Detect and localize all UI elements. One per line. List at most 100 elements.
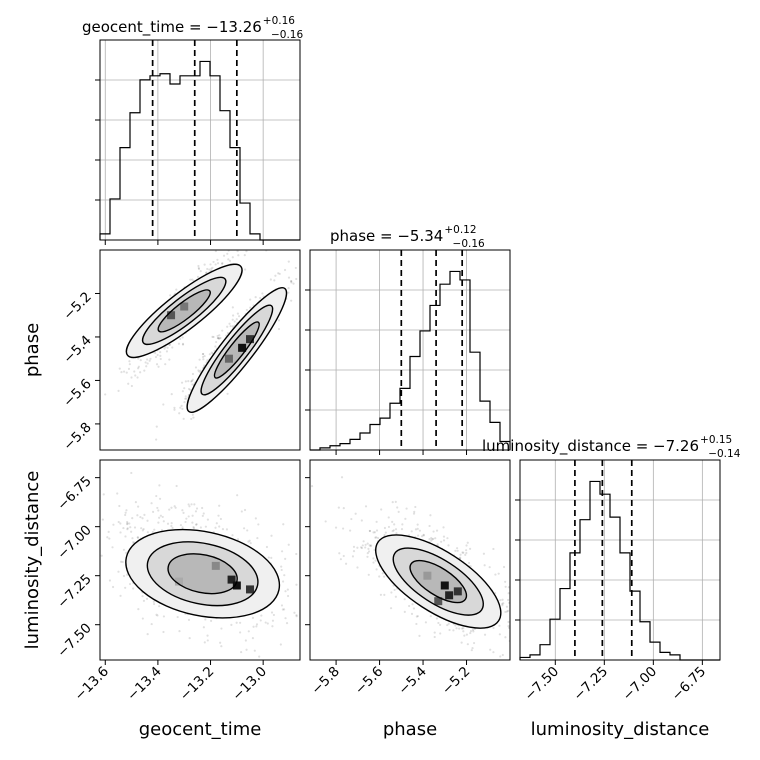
- sample-point: [429, 514, 432, 517]
- sample-point: [529, 595, 531, 597]
- sample-point: [181, 526, 184, 529]
- sample-point: [431, 538, 434, 541]
- sample-point: [156, 506, 159, 510]
- sample-point: [267, 556, 270, 559]
- sample-point: [351, 555, 355, 558]
- contour-line: [375, 534, 502, 629]
- density-cell: [434, 597, 443, 606]
- x-tick-label: −13.2: [177, 664, 218, 705]
- sample-point: [199, 526, 202, 529]
- sample-point: [270, 611, 274, 614]
- sample-point: [264, 240, 266, 242]
- density-fill: [158, 289, 211, 332]
- sample-point: [180, 381, 184, 384]
- sample-point: [220, 645, 223, 648]
- sample-point: [273, 279, 276, 282]
- sample-point: [258, 655, 261, 658]
- sample-point: [203, 641, 206, 644]
- sample-point: [290, 279, 293, 283]
- sample-point: [134, 374, 137, 377]
- sample-point: [226, 392, 229, 395]
- sample-point: [178, 412, 181, 415]
- sample-point: [217, 514, 220, 517]
- sample-point: [278, 272, 281, 275]
- sample-point: [395, 532, 398, 535]
- sample-point: [414, 505, 417, 509]
- sample-point: [191, 521, 194, 524]
- sample-point: [507, 668, 509, 670]
- sample-point: [361, 544, 364, 547]
- sample-point: [436, 543, 439, 546]
- sample-point: [411, 603, 414, 606]
- sample-point: [295, 552, 298, 556]
- sample-point: [253, 649, 256, 652]
- sample-point: [205, 271, 208, 274]
- sample-point: [471, 628, 475, 631]
- sample-point: [136, 536, 139, 539]
- sample-point: [155, 613, 158, 616]
- sample-point: [372, 557, 375, 560]
- sample-point: [387, 516, 390, 519]
- sample-point: [257, 523, 260, 526]
- sample-point: [187, 387, 191, 391]
- sample-point: [442, 526, 445, 529]
- sample-point: [277, 319, 281, 322]
- sample-point: [181, 407, 184, 410]
- sample-point: [507, 625, 510, 628]
- sample-point: [192, 525, 195, 529]
- sample-point: [203, 354, 206, 358]
- sample-point: [442, 539, 446, 542]
- sample-point: [280, 550, 284, 553]
- sample-point: [352, 549, 356, 553]
- sample-point: [181, 390, 184, 393]
- sample-point: [229, 325, 232, 328]
- sample-point: [122, 526, 125, 530]
- sample-point: [122, 574, 126, 578]
- sample-point: [179, 337, 182, 341]
- sample-point: [469, 631, 472, 635]
- sample-point: [229, 245, 231, 247]
- sample-point: [206, 267, 209, 271]
- sample-point: [366, 555, 369, 558]
- sample-point: [247, 540, 250, 543]
- sample-point: [375, 568, 378, 571]
- sample-point: [206, 359, 209, 362]
- contour-line: [213, 321, 260, 379]
- x-tick-label: −5.8: [308, 664, 342, 698]
- sample-point: [236, 250, 239, 253]
- sample-point: [498, 633, 501, 636]
- sample-point: [242, 527, 246, 530]
- sample-point: [125, 371, 128, 374]
- sample-point: [440, 540, 443, 543]
- sample-point: [139, 515, 142, 519]
- sample-point: [514, 570, 516, 572]
- sample-point: [101, 518, 104, 521]
- sample-point: [199, 369, 202, 372]
- sample-point: [338, 552, 341, 555]
- sample-point: [280, 568, 283, 572]
- histogram-luminosity-distance: [515, 460, 720, 661]
- sample-point: [251, 637, 255, 640]
- sample-point: [230, 623, 233, 626]
- sample-point: [279, 643, 282, 646]
- sample-point: [124, 513, 127, 517]
- sample-point: [430, 536, 433, 540]
- sample-point: [494, 573, 497, 576]
- x-tick-label: −13.4: [124, 664, 165, 705]
- sample-point: [465, 551, 468, 555]
- contour-line: [146, 541, 259, 607]
- sample-point: [344, 562, 348, 565]
- sample-point: [439, 623, 442, 626]
- sample-point: [260, 614, 263, 617]
- sample-point: [254, 296, 257, 299]
- sample-point: [104, 393, 107, 396]
- sample-point: [465, 549, 468, 552]
- sample-point: [183, 401, 186, 404]
- sample-point: [499, 599, 502, 602]
- sample-point: [483, 564, 486, 567]
- sample-point: [141, 595, 144, 598]
- sample-point: [501, 653, 504, 657]
- sample-point: [158, 484, 161, 487]
- sample-point: [216, 337, 220, 340]
- sample-point: [416, 615, 419, 618]
